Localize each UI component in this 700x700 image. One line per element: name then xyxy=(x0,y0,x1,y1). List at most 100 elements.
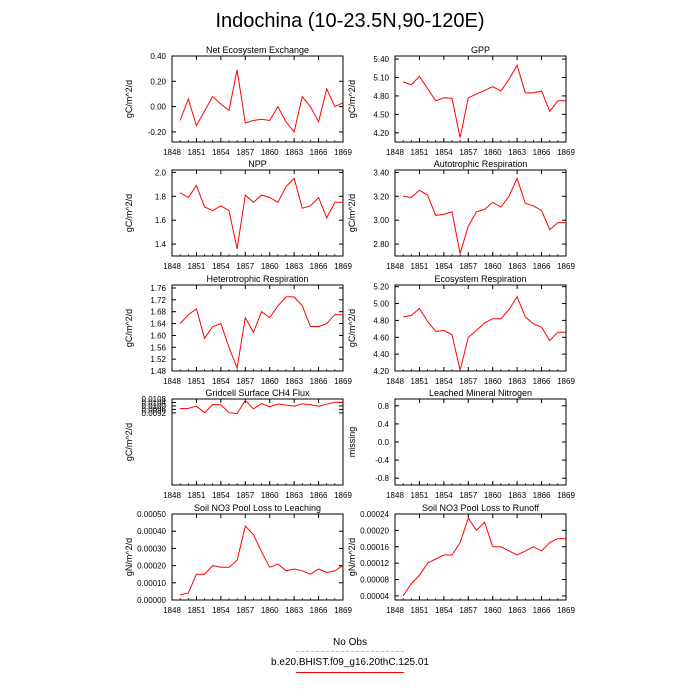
y-axis-label-0: gC/m^2/d xyxy=(124,80,134,118)
x-tick-label-4-6: 1866 xyxy=(310,377,328,386)
y-tick-label-2-0: 2.0 xyxy=(155,168,167,177)
plot-frame-8 xyxy=(171,513,344,601)
x-tick-label-3-6: 1866 xyxy=(533,262,551,271)
x-tick-label-1-2: 1854 xyxy=(435,148,453,157)
x-tick-label-3-4: 1860 xyxy=(484,262,502,271)
panel-title-2: NPP xyxy=(248,159,267,169)
x-tick-label-6-4: 1860 xyxy=(261,491,279,500)
y-tick-label-8-2: 0.00030 xyxy=(137,544,166,553)
x-tick-label-0-1: 1851 xyxy=(188,148,206,157)
panel-title-4: Heterotrophic Respiration xyxy=(206,274,308,284)
y-tick-label-4-1: 1.72 xyxy=(150,296,166,305)
y-tick-label-9-5: 0.00004 xyxy=(360,592,389,601)
x-tick-label-9-2: 1854 xyxy=(435,606,453,615)
panel-title-6: Gridcell Surface CH4 Flux xyxy=(205,388,310,398)
plot-frame-0 xyxy=(171,55,344,143)
y-tick-label-8-1: 0.00040 xyxy=(137,527,166,536)
plot-frame-7 xyxy=(394,398,567,486)
series-line-9 xyxy=(402,516,566,597)
y-axis-label-9: gN/m^2/d xyxy=(347,538,357,576)
plot-frame-1 xyxy=(394,55,567,143)
x-tick-label-4-1: 1851 xyxy=(188,377,206,386)
x-tick-label-7-0: 1848 xyxy=(386,491,404,500)
y-tick-label-0-2: 0.00 xyxy=(150,103,166,112)
y-tick-label-9-1: 0.00020 xyxy=(360,526,389,535)
y-tick-label-5-4: 4.40 xyxy=(373,350,389,359)
x-tick-label-1-5: 1863 xyxy=(508,148,526,157)
x-tick-label-5-3: 1857 xyxy=(459,377,477,386)
panel-title-3: Autotrophic Respiration xyxy=(434,159,528,169)
y-tick-label-6-2: 0.0100 xyxy=(142,402,167,411)
y-tick-label-3-0: 3.40 xyxy=(373,168,389,177)
x-tick-label-6-3: 1857 xyxy=(236,491,254,500)
x-tick-label-3-2: 1854 xyxy=(435,262,453,271)
y-axis-label-7: missing xyxy=(347,427,357,458)
y-tick-label-4-5: 1.56 xyxy=(150,343,166,352)
x-tick-label-6-0: 1848 xyxy=(163,491,181,500)
x-tick-label-8-0: 1848 xyxy=(163,606,181,615)
y-tick-label-6-1: 0.0104 xyxy=(142,398,167,407)
y-tick-label-9-2: 0.00016 xyxy=(360,543,389,552)
y-tick-label-2-2: 1.6 xyxy=(155,216,167,225)
y-tick-label-3-2: 3.00 xyxy=(373,216,389,225)
y-tick-label-4-3: 1.64 xyxy=(150,320,166,329)
x-tick-label-6-5: 1863 xyxy=(285,491,303,500)
series-line-8 xyxy=(179,524,344,596)
x-tick-label-8-4: 1860 xyxy=(261,606,279,615)
panel-title-7: Leached Mineral Nitrogen xyxy=(429,388,532,398)
y-tick-label-9-3: 0.00012 xyxy=(360,559,389,568)
x-tick-label-1-7: 1869 xyxy=(557,148,575,157)
y-axis-label-5: gC/m^2/d xyxy=(347,309,357,347)
panel-title-5: Ecosystem Respiration xyxy=(434,274,526,284)
x-tick-label-8-2: 1854 xyxy=(212,606,230,615)
x-tick-label-0-5: 1863 xyxy=(285,148,303,157)
y-tick-label-6-0: 0.0108 xyxy=(142,395,167,404)
y-axis-label-1: gC/m^2/d xyxy=(347,80,357,118)
y-tick-label-5-0: 5.20 xyxy=(373,283,389,292)
series-line-6 xyxy=(180,399,343,415)
y-tick-label-8-4: 0.00010 xyxy=(137,579,166,588)
x-tick-label-1-0: 1848 xyxy=(386,148,404,157)
y-tick-label-1-0: 5.40 xyxy=(373,55,389,64)
plot-frame-3 xyxy=(394,169,567,257)
x-tick-label-5-2: 1854 xyxy=(435,377,453,386)
series-line-4 xyxy=(179,296,343,370)
x-tick-label-9-0: 1848 xyxy=(386,606,404,615)
x-tick-label-5-6: 1866 xyxy=(533,377,551,386)
y-tick-label-1-2: 4.80 xyxy=(373,92,389,101)
series-line-0 xyxy=(179,69,344,134)
x-tick-label-7-4: 1860 xyxy=(484,491,502,500)
y-tick-label-5-2: 4.80 xyxy=(373,316,389,325)
y-tick-label-3-3: 2.80 xyxy=(373,240,389,249)
x-tick-label-8-3: 1857 xyxy=(236,606,254,615)
plot-frame-9 xyxy=(394,513,567,601)
panel-title-1: GPP xyxy=(471,45,490,55)
y-tick-label-7-3: -0.4 xyxy=(375,456,389,465)
y-tick-label-4-7: 1.48 xyxy=(150,367,166,376)
y-tick-label-5-5: 4.20 xyxy=(373,367,389,376)
plot-frame-6 xyxy=(171,398,344,486)
x-tick-label-4-2: 1854 xyxy=(212,377,230,386)
x-tick-label-8-7: 1869 xyxy=(334,606,352,615)
y-tick-label-7-1: 0.4 xyxy=(378,420,390,429)
x-tick-label-9-1: 1851 xyxy=(411,606,429,615)
x-tick-label-5-0: 1848 xyxy=(386,377,404,386)
y-tick-label-0-3: -0.20 xyxy=(148,128,167,137)
y-tick-label-2-1: 1.8 xyxy=(155,192,167,201)
series-line-2 xyxy=(179,177,343,249)
y-tick-label-8-0: 0.00050 xyxy=(137,510,166,519)
y-tick-label-7-2: 0.0 xyxy=(378,438,390,447)
y-tick-label-9-4: 0.00008 xyxy=(360,576,389,585)
x-tick-label-4-7: 1869 xyxy=(334,377,352,386)
y-tick-label-1-1: 5.10 xyxy=(373,74,389,83)
x-tick-label-5-5: 1863 xyxy=(508,377,526,386)
x-tick-label-2-4: 1860 xyxy=(261,262,279,271)
series-line-3 xyxy=(403,177,566,254)
y-axis-label-4: gC/m^2/d xyxy=(124,309,134,347)
x-tick-label-7-3: 1857 xyxy=(459,491,477,500)
y-tick-label-5-3: 4.60 xyxy=(373,333,389,342)
x-tick-label-1-3: 1857 xyxy=(459,148,477,157)
x-tick-label-0-6: 1866 xyxy=(310,148,328,157)
y-tick-label-8-5: 0.00000 xyxy=(137,596,166,605)
